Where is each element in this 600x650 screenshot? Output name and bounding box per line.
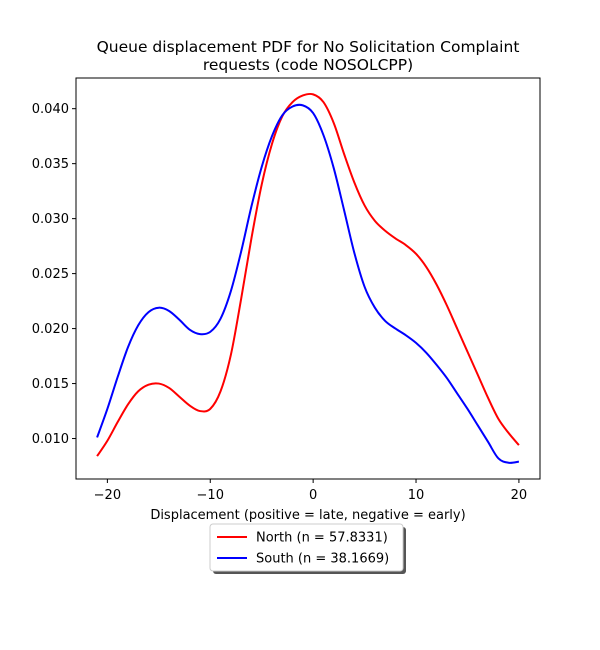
y-axis: 0.010 0.015 0.020 0.025 0.030 0.035 0.040 (32, 102, 76, 447)
plot-frame (75, 77, 541, 480)
x-tick-label: −20 (94, 488, 121, 503)
legend-box (209, 523, 404, 572)
legend-label-south: South (n = 38.1669) (256, 552, 389, 567)
x-tick-label: −10 (197, 488, 224, 503)
x-tick-label: 20 (511, 488, 528, 503)
y-tick-label: 0.015 (32, 377, 69, 392)
y-tick-label: 0.025 (32, 267, 69, 282)
legend: North (n = 57.8331) South (n = 38.1669) (209, 523, 406, 574)
series-line-north (96, 92, 520, 457)
y-tick-label: 0.010 (32, 432, 69, 447)
chart-title-line-1: Queue displacement PDF for No Solicitati… (97, 38, 520, 56)
series-line-south (96, 103, 520, 464)
chart-title: Queue displacement PDF for No Solicitati… (97, 38, 520, 74)
y-tick-label: 0.020 (32, 322, 69, 337)
x-tick-label: 10 (408, 488, 425, 503)
series-layer (96, 92, 520, 464)
legend-label-north: North (n = 57.8331) (256, 531, 388, 546)
x-tick-label: 0 (309, 488, 317, 503)
y-tick-label: 0.040 (32, 102, 69, 117)
y-tick-label: 0.035 (32, 157, 69, 172)
chart-title-line-2: requests (code NOSOLCPP) (203, 56, 413, 74)
x-axis: −20 −10 0 10 20 (94, 479, 528, 503)
x-axis-label: Displacement (positive = late, negative … (150, 508, 465, 523)
y-tick-label: 0.030 (32, 212, 69, 227)
